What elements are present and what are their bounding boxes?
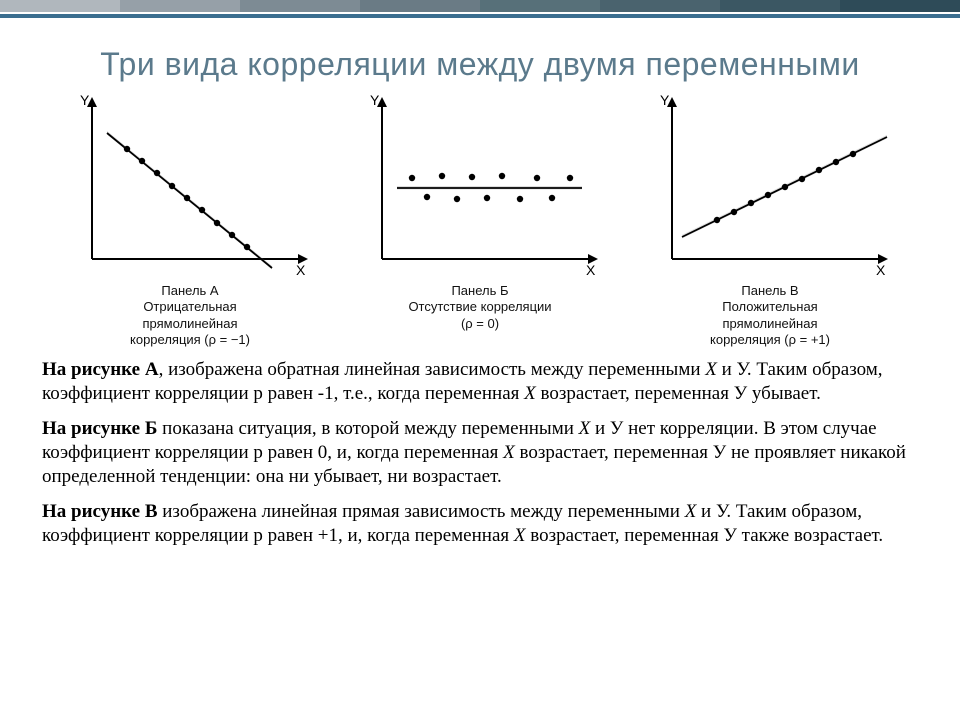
p2-x2: X xyxy=(503,442,515,463)
p3-text-c: возрастает, переменная У также возрастае… xyxy=(525,525,883,546)
p3-lead: На рисунке В xyxy=(42,501,158,522)
chart-panel-V: Y X Панель ВПоложительнаяпрямолинейнаяко… xyxy=(630,91,910,348)
p2-text-a: показана ситуация, в которой между перем… xyxy=(157,418,578,439)
border-segment xyxy=(840,0,960,12)
paragraph-b: На рисунке Б показана ситуация, в которо… xyxy=(42,417,918,490)
border-segment xyxy=(480,0,600,12)
chart-panel-A: Y X Панель АОтрицательнаяпрямолинейнаяко… xyxy=(50,91,330,348)
body-text: На рисунке А, изображена обратная линейн… xyxy=(0,348,960,548)
x-axis-label: X xyxy=(586,262,596,278)
p3-x: X xyxy=(685,501,697,522)
border-segment xyxy=(0,0,120,12)
border-segment xyxy=(120,0,240,12)
border-segment xyxy=(240,0,360,12)
paragraph-c: На рисунке В изображена линейная прямая … xyxy=(42,500,918,549)
slide-content: Три вида корреляции между двумя переменн… xyxy=(0,46,960,548)
y-axis-label: Y xyxy=(80,92,90,108)
top-decorative-border xyxy=(0,0,960,12)
chart-panel-B: Y X Панель БОтсутствие корреляции(ρ = 0) xyxy=(340,91,620,348)
charts-row: Y X Панель АОтрицательнаяпрямолинейнаяко… xyxy=(0,91,960,348)
p3-x2: X xyxy=(514,525,526,546)
p1-x2: X xyxy=(524,383,536,404)
border-segment xyxy=(360,0,480,12)
x-axis-label: X xyxy=(876,262,886,278)
chart-svg-A: Y X xyxy=(70,91,310,281)
chart-svg-V: Y X xyxy=(650,91,890,281)
p1-text-a: , изображена обратная линейная зависимос… xyxy=(159,359,706,380)
p1-x: X xyxy=(705,359,717,380)
y-axis-label: Y xyxy=(370,92,380,108)
chart-svg-B: Y X xyxy=(360,91,600,281)
accent-line xyxy=(0,14,960,18)
chart-caption-A: Панель АОтрицательнаяпрямолинейнаякоррел… xyxy=(130,283,250,348)
p3-text-a: изображена линейная прямая зависимость м… xyxy=(158,501,685,522)
page-title: Три вида корреляции между двумя переменн… xyxy=(0,46,960,83)
p1-text-c: возрастает, переменная У убывает. xyxy=(536,383,821,404)
chart-caption-V: Панель ВПоложительнаяпрямолинейнаякоррел… xyxy=(710,283,830,348)
x-axis-label: X xyxy=(296,262,306,278)
p1-lead: На рисунке А xyxy=(42,359,159,380)
y-axis-label: Y xyxy=(660,92,670,108)
p2-x: X xyxy=(579,418,591,439)
border-segment xyxy=(720,0,840,12)
border-segment xyxy=(600,0,720,12)
paragraph-a: На рисунке А, изображена обратная линейн… xyxy=(42,358,918,407)
chart-caption-B: Панель БОтсутствие корреляции(ρ = 0) xyxy=(408,283,551,332)
p2-lead: На рисунке Б xyxy=(42,418,157,439)
